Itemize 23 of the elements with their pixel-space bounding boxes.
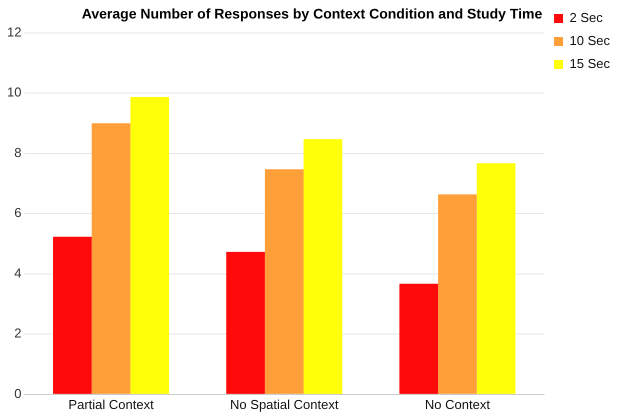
bar <box>264 169 304 394</box>
bar <box>226 252 265 394</box>
y-tick-label: 8 <box>14 144 22 160</box>
bar <box>476 163 516 394</box>
x-tick-label: No Spatial Context <box>230 396 339 412</box>
y-tick-label: 4 <box>14 265 22 280</box>
y-tick-label: 12 <box>6 24 22 40</box>
bar <box>399 284 438 394</box>
legend-label: 10 Sec <box>570 33 610 48</box>
y-tick-label: 2 <box>14 326 22 341</box>
bar <box>304 139 342 394</box>
bar <box>53 236 92 394</box>
bar <box>92 123 130 394</box>
y-tick-label: 0 <box>14 386 22 401</box>
legend-label: 15 Sec <box>570 56 610 72</box>
x-tick-label: No Context <box>424 396 490 412</box>
y-tick-label: 10 <box>6 84 22 100</box>
legend-label: 2 Sec <box>570 10 604 26</box>
chart-title: Average Number of Responses by Context Condition and Study Time <box>82 5 542 22</box>
bar <box>438 194 477 394</box>
y-tick-label: 6 <box>14 205 22 220</box>
x-tick-label: Partial Context <box>68 396 154 412</box>
bar <box>130 96 170 394</box>
